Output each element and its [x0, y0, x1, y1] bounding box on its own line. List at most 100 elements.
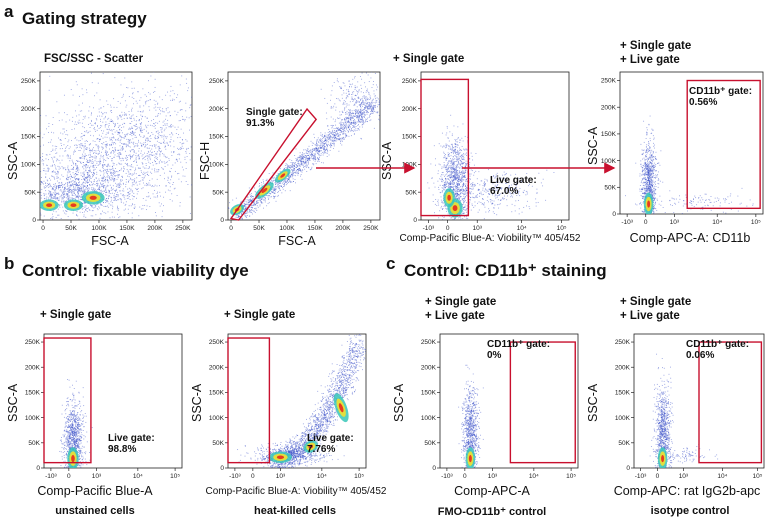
y-tick-label: 200K [25, 364, 41, 371]
x-tick-label: 0 [446, 225, 450, 232]
y-tick-label: 200K [615, 364, 631, 371]
plot-caption: heat-killed cells [254, 505, 336, 517]
x-tick-label: 0 [67, 473, 71, 480]
scatter-plot: 250K 200K 150K 100K 50K 0 -10³ 0 10³ 10⁴ 10⁵ [209, 333, 367, 480]
scatter-plot: 250K 200K 150K 100K 50K 0 -10³ 0 10³ 10⁴ 10⁵ [421, 333, 579, 480]
event-cloud [228, 72, 380, 220]
density-region [280, 173, 286, 178]
panel-letter-a: a [4, 2, 14, 21]
y-tick-label: 0 [36, 465, 40, 472]
gate-label: Live gate: 7.76% [307, 433, 354, 455]
x-tick-label: -10³ [423, 225, 435, 232]
x-tick-label: 0 [41, 225, 45, 232]
y-tick-label: 0 [413, 217, 417, 224]
x-tick-label: 0 [229, 225, 233, 232]
y-tick-label: 0 [612, 211, 616, 218]
cd11b-gate [686, 79, 761, 210]
y-tick-label: 250K [25, 339, 41, 346]
plot-caption: isotype control [650, 505, 730, 517]
scatter-plot: 250K 200K 150K 100K 50K 00 50K 100K 150K 200K 250K [21, 71, 193, 232]
gate-label: CD11b⁺ gate: 0.56% [689, 86, 753, 108]
plot-frame [43, 333, 183, 469]
y-tick-label: 150K [601, 131, 617, 138]
event-cloud [649, 353, 719, 468]
x-tick-label: 10⁵ [753, 473, 763, 480]
gate-label: CD11b⁺ gate: 0% [487, 339, 551, 361]
x-tick-label: 10³ [679, 473, 689, 480]
plot-title-2: + Live gate [620, 310, 680, 322]
y-tick-label: 100K [402, 162, 418, 169]
x-tick-label: 10⁵ [751, 219, 761, 226]
y-tick-label: 250K [402, 78, 418, 85]
plot-caption: unstained cells [55, 505, 135, 517]
x-tick-label: 10⁴ [133, 473, 143, 480]
x-tick-label: 10⁴ [317, 473, 327, 480]
plot-title-2: + Live gate [425, 310, 485, 322]
event-cloud [625, 115, 763, 214]
x-tick-label: 100K [279, 225, 295, 232]
x-axis-label: Comp-Pacific Blue-A: Viobility™ 405/452 [205, 486, 387, 497]
plot-title: + Single gate [425, 296, 497, 308]
y-tick-label: 0 [32, 217, 36, 224]
density-region [447, 194, 451, 201]
x-tick-label: 10⁵ [170, 473, 180, 480]
y-tick-label: 200K [421, 364, 437, 371]
y-tick-label: 250K [421, 339, 437, 346]
y-axis-label: SSC-A [380, 141, 394, 180]
event-cloud [40, 72, 192, 220]
cd11b-gate [509, 341, 576, 464]
x-tick-label: -10³ [45, 473, 57, 480]
x-tick-label: 10⁵ [557, 225, 567, 232]
x-tick-label: 0 [251, 473, 255, 480]
gate-label: Single gate: 91.3% [246, 107, 303, 129]
x-tick-label: 10⁴ [712, 219, 722, 226]
live-gate [420, 78, 470, 217]
density-region [661, 455, 665, 463]
plot-title: + Single gate [620, 296, 692, 308]
x-axis-label: Comp-Pacific Blue-A: Viobility™ 405/452 [399, 233, 581, 244]
density-region [338, 403, 344, 413]
density-region [46, 203, 53, 207]
y-tick-label: 0 [432, 465, 436, 472]
y-tick-label: 150K [25, 390, 41, 397]
x-tick-label: 10⁵ [354, 473, 364, 480]
density-region [647, 200, 651, 208]
plot-title: + Single gate [40, 309, 112, 321]
x-tick-label: 10⁵ [566, 473, 576, 480]
scatter-plot: 250K 200K 150K 100K 50K 0 -10³ 0 10³ 10⁴ 10⁵ [615, 333, 765, 480]
x-tick-label: 0 [463, 473, 467, 480]
y-axis-label: SSC-A [392, 383, 406, 422]
y-tick-label: 50K [604, 185, 616, 192]
y-tick-label: 50K [212, 440, 224, 447]
density-region [261, 187, 268, 193]
y-tick-label: 50K [618, 440, 630, 447]
y-tick-label: 100K [209, 162, 225, 169]
x-tick-label: 250K [175, 225, 191, 232]
x-tick-label: 200K [335, 225, 351, 232]
x-tick-label: 10³ [473, 225, 483, 232]
y-tick-label: 200K [402, 106, 418, 113]
section-title-a: Gating strategy [22, 9, 147, 28]
x-tick-label: 10³ [276, 473, 286, 480]
plot-frame [227, 71, 381, 221]
x-axis-label: Comp-APC: rat IgG2b-apc [613, 484, 761, 498]
gate-label: CD11b⁺ gate: 0.06% [686, 339, 750, 361]
y-tick-label: 150K [615, 390, 631, 397]
plot-frame [39, 71, 193, 221]
gate-label: Live gate: 67.0% [490, 175, 537, 197]
x-tick-label: 100K [91, 225, 107, 232]
y-tick-label: 0 [626, 465, 630, 472]
x-axis-label: Comp-APC-A [454, 484, 530, 498]
y-tick-label: 150K [21, 134, 37, 141]
plot-title: + Single gate [620, 40, 692, 52]
plot-title: + Single gate [224, 309, 296, 321]
event-cloud [458, 364, 484, 468]
x-axis-label: Comp-APC-A: CD11b [629, 231, 751, 245]
y-tick-label: 100K [421, 415, 437, 422]
y-tick-label: 200K [209, 106, 225, 113]
x-tick-label: -10³ [635, 473, 647, 480]
y-tick-label: 100K [21, 162, 37, 169]
plot-title-2: + Live gate [620, 54, 680, 66]
y-tick-label: 50K [24, 189, 36, 196]
y-tick-label: 50K [405, 189, 417, 196]
